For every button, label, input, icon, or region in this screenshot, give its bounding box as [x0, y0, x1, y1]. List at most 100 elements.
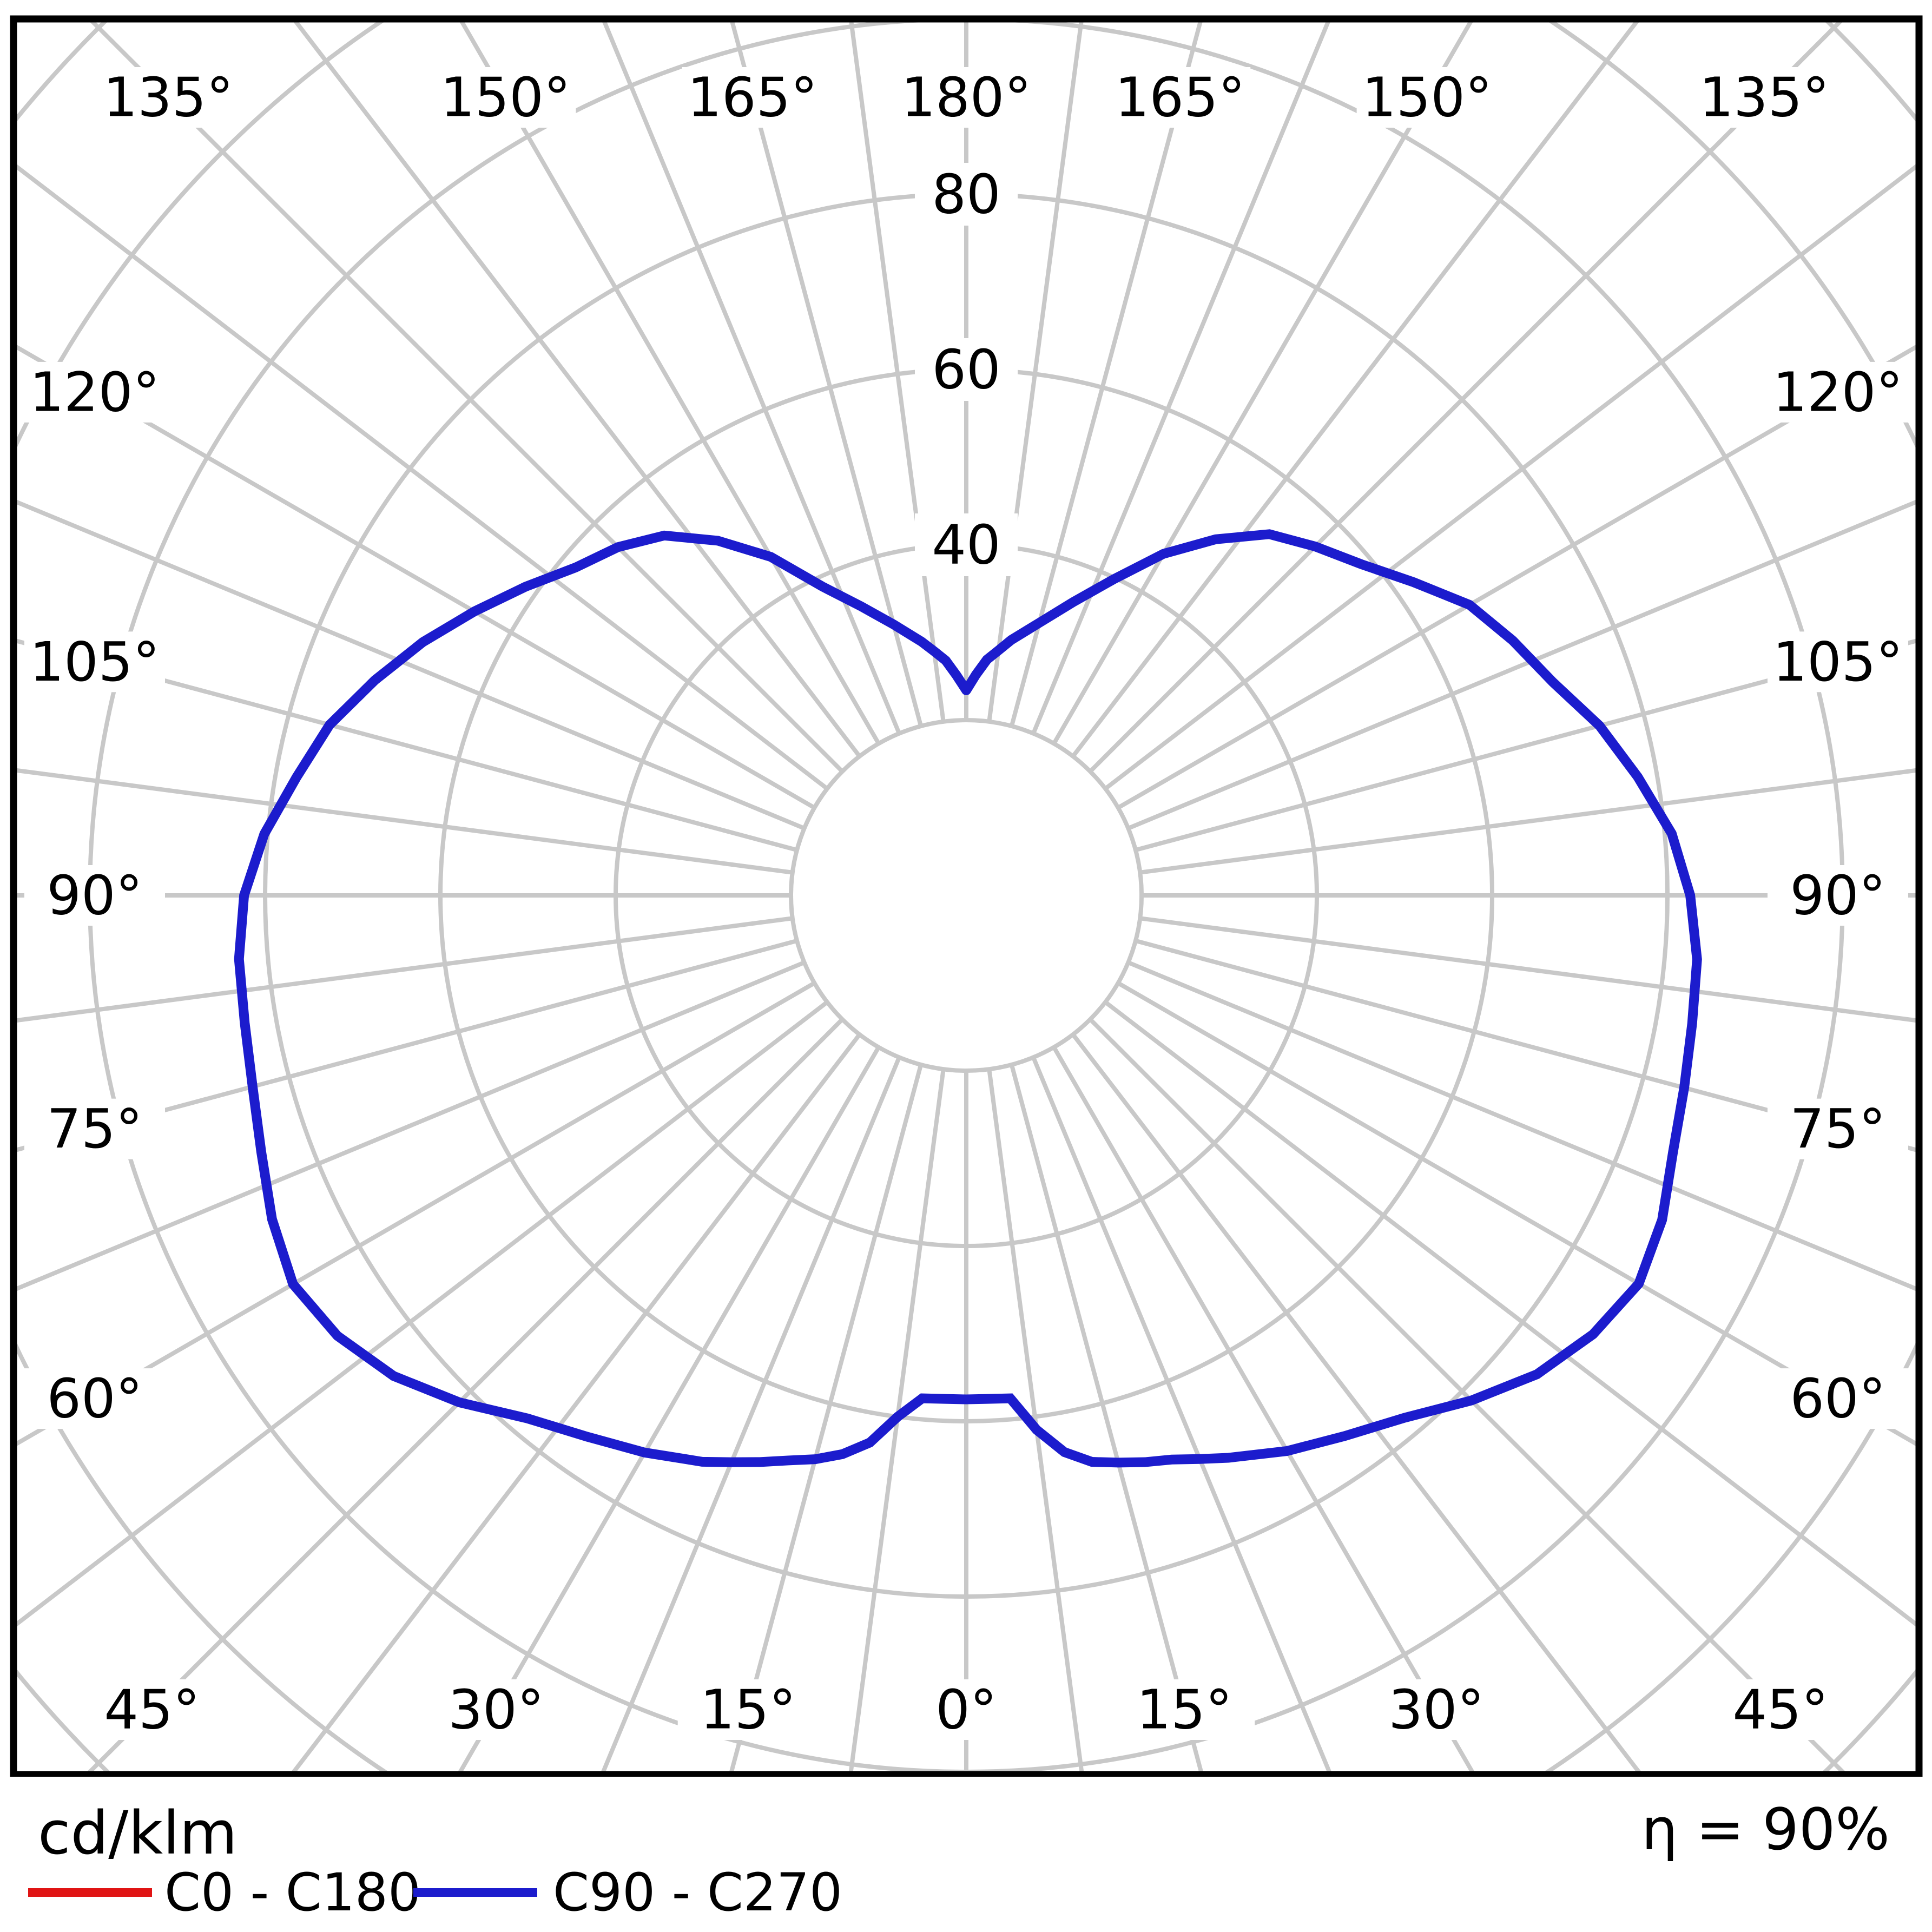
angle-label-45-left: 45°	[104, 1678, 200, 1742]
angle-label-halo-15-r	[1114, 1679, 1255, 1740]
grid-spoke-225	[87, 19, 844, 773]
angle-label-30-left: 30°	[448, 1678, 544, 1742]
angle-label-halo-150-r	[1356, 67, 1498, 128]
grid-spoke-157.5	[1031, 19, 1332, 735]
grid-spoke-315	[84, 1018, 844, 1775]
grid-spoke-150	[1052, 19, 1475, 745]
angle-label-45-right: 45°	[1732, 1678, 1828, 1742]
grid-spoke-142.5	[1071, 19, 1642, 758]
grid-spoke-135	[1089, 19, 1846, 773]
angle-label-halo-30-r	[1366, 1679, 1507, 1740]
intensity-curve-c90-c270	[234, 529, 1702, 1468]
grid-spoke-255	[14, 638, 798, 853]
angle-label-120-left: 120°	[30, 360, 160, 424]
angle-label-halo-150-l	[435, 67, 576, 128]
angle-label-165-right: 165°	[1115, 66, 1245, 129]
angle-label-halo-105-l	[24, 631, 165, 693]
angle-label-60-right: 60°	[1790, 1367, 1885, 1430]
angle-label-75-right: 75°	[1790, 1097, 1885, 1160]
angle-label-105-left: 105°	[30, 630, 160, 694]
angle-label-halo-165-l	[682, 67, 823, 128]
angle-label-150-left: 150°	[440, 66, 571, 129]
angle-label-halo-45-r	[1710, 1679, 1851, 1740]
angle-label-15-left: 15°	[700, 1678, 796, 1742]
radial-tick-label-40: 40	[932, 513, 1000, 577]
grid-spoke-75	[1135, 938, 1919, 1153]
grid-spoke-345	[728, 1064, 924, 1775]
grid-spoke-232.5	[14, 161, 829, 790]
grid-spoke-300	[14, 981, 816, 1448]
radial-tick-halo-40	[915, 513, 1018, 576]
grid-spoke-277.5	[14, 916, 793, 1023]
grid-spoke-307.5	[14, 1000, 829, 1630]
grid-spoke-15	[1009, 1064, 1204, 1775]
grid-spoke-292.5	[14, 960, 806, 1293]
grid-spoke-285	[14, 938, 798, 1153]
grid-spoke-112.5	[1127, 498, 1919, 830]
grid-spoke-195	[729, 19, 924, 727]
angle-label-halo-15-l	[677, 1679, 819, 1740]
angle-label-halo-45-l	[82, 1679, 222, 1740]
angle-label-halo-0-r	[896, 1679, 1037, 1740]
legend: cd/klm C0 - C180 C90 - C270 η = 90%	[0, 1777, 1932, 1932]
grid-spoke-352.5	[848, 1069, 946, 1775]
grid-spoke-262.5	[14, 768, 793, 875]
angle-label-30-right: 30°	[1388, 1678, 1484, 1742]
plot-border	[10, 15, 1923, 1778]
legend-label-c90-c270: C90 - C270	[553, 1862, 843, 1923]
angle-label-halo-105-r	[1768, 631, 1908, 693]
angle-label-15-right: 15°	[1137, 1678, 1232, 1742]
radial-tick-halo-60	[915, 338, 1018, 401]
angle-label-135-right: 135°	[1699, 66, 1830, 129]
angle-label-135-left: 135°	[103, 66, 234, 129]
angle-label-halo-75-r	[1768, 1098, 1908, 1159]
grid-spoke-30	[1052, 1046, 1476, 1775]
grid-ring-20	[789, 718, 1144, 1073]
angle-label-halo-90-l	[24, 865, 165, 926]
legend-swatch-c90-c270	[413, 1888, 537, 1897]
angle-label-halo-120-r	[1768, 361, 1908, 423]
angle-label-165-left: 165°	[687, 66, 817, 129]
grid-spoke-97.5	[1139, 768, 1919, 875]
angle-label-60-left: 60°	[47, 1367, 142, 1430]
angle-label-0-right: 0°	[935, 1678, 997, 1742]
legend-swatch-c0-c180	[28, 1888, 152, 1897]
angle-label-90-right: 90°	[1790, 864, 1885, 927]
angle-label-75-left: 75°	[47, 1097, 142, 1160]
grid-spoke-120	[1117, 342, 1919, 810]
angle-label-halo-90-r	[1768, 865, 1908, 926]
angle-label-90-left: 90°	[47, 864, 142, 927]
grid-spoke-322.5	[289, 1033, 861, 1775]
angle-label-halo-135-r	[1694, 67, 1835, 128]
grid-spoke-37.5	[1071, 1033, 1644, 1775]
units-label: cd/klm	[38, 1798, 238, 1868]
grid-spoke-330	[456, 1046, 881, 1775]
grid-spoke-247.5	[14, 498, 806, 830]
grid-spoke-217.5	[291, 19, 861, 758]
efficiency-label: η = 90%	[1641, 1796, 1890, 1863]
radial-tick-label-80: 80	[932, 163, 1000, 226]
grid-spoke-82.5	[1139, 916, 1919, 1023]
grid-spoke-7.5	[987, 1069, 1084, 1775]
radial-tick-halo-80	[915, 163, 1018, 226]
angle-label-150-right: 150°	[1362, 66, 1492, 129]
angle-label-halo-165-r	[1110, 67, 1251, 128]
angle-label-halo-180-r	[896, 67, 1037, 128]
grid-spoke-202.5	[601, 19, 901, 735]
grid-spoke-165	[1009, 19, 1204, 727]
grid-spoke-240	[14, 342, 816, 810]
legend-label-c0-c180: C0 - C180	[164, 1862, 421, 1923]
grid-spoke-127.5	[1104, 161, 1919, 790]
angle-label-halo-60-l	[24, 1368, 165, 1429]
grid-spoke-60	[1117, 981, 1919, 1448]
angle-label-halo-60-r	[1768, 1368, 1908, 1429]
angle-label-halo-120-l	[24, 361, 165, 423]
grid-spoke-210	[458, 19, 881, 745]
grid-spoke-105	[1135, 638, 1919, 853]
angle-label-halo-30-l	[426, 1679, 567, 1740]
grid-spoke-22.5	[1031, 1056, 1333, 1775]
angle-label-180-right: 180°	[901, 66, 1032, 129]
